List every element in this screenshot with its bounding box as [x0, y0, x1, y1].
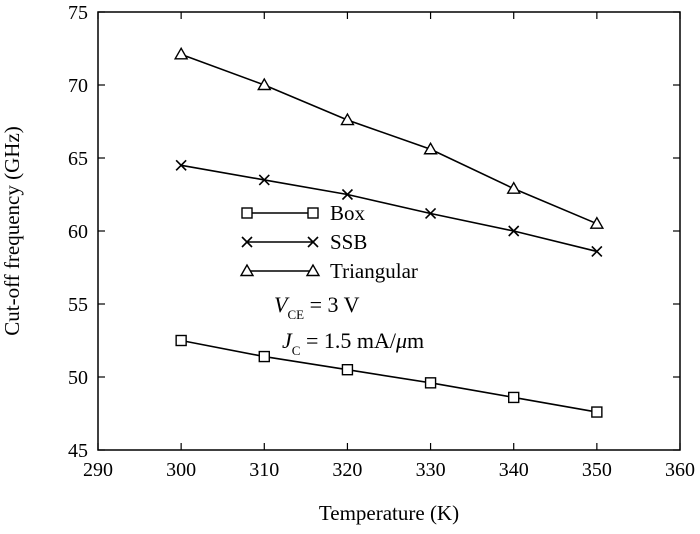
annotation-vce: VCE = 3 V	[274, 292, 360, 322]
data-point-ssb	[341, 188, 353, 201]
x-tick-label: 310	[249, 459, 279, 481]
legend: Box SSB Triangular	[239, 201, 418, 283]
data-point-ssb	[508, 225, 520, 237]
data-point-ssb	[175, 159, 187, 171]
y-tick-label: 60	[68, 221, 88, 243]
data-point-box	[341, 364, 354, 376]
data-point-triangular	[423, 141, 438, 155]
legend-marker-box	[307, 207, 319, 219]
legend-label-ssb: SSB	[330, 230, 367, 254]
x-tick-label: 330	[416, 459, 446, 481]
data-point-triangular	[257, 77, 272, 91]
x-axis-label: Temperature (K)	[319, 501, 459, 525]
series-line-box	[180, 339, 597, 413]
data-point-box	[591, 406, 603, 418]
x-tick-label: 290	[83, 459, 113, 481]
data-point-triangular	[173, 46, 189, 60]
data-point-triangular	[340, 112, 355, 126]
legend-marker-ssb	[241, 236, 253, 248]
y-tick-label: 45	[68, 440, 88, 462]
y-axis-label: Cut-off frequency (GHz)	[0, 126, 24, 336]
data-point-box	[424, 377, 437, 389]
legend-marker-triangular	[305, 263, 321, 277]
data-point-triangular	[589, 216, 605, 229]
y-tick-label: 50	[68, 367, 88, 389]
annotation-jc: JC = 1.5 mA/μm	[282, 328, 424, 358]
data-point-triangular	[506, 181, 521, 194]
legend-label-box: Box	[330, 201, 366, 225]
legend-marker-ssb	[307, 236, 319, 248]
data-point-ssb	[258, 174, 270, 186]
data-point-ssb	[591, 245, 603, 258]
x-tick-label: 320	[332, 459, 362, 481]
plot-frame	[97, 11, 681, 451]
data-point-box	[258, 350, 270, 363]
data-point-box	[508, 391, 520, 404]
x-tick-label: 340	[499, 459, 529, 481]
data-series	[173, 46, 605, 418]
data-point-box	[175, 334, 187, 347]
series-line-ssb	[181, 164, 598, 253]
series-line-triangular	[180, 53, 598, 225]
axis-ticks: 290 300 310 320 330 340 350 360 45 50 55 60 65 70 75	[68, 2, 695, 481]
legend-marker-box	[241, 207, 253, 219]
y-tick-label: 65	[68, 148, 88, 170]
data-point-ssb	[425, 207, 437, 220]
x-tick-label: 360	[665, 459, 695, 481]
y-tick-label: 55	[68, 294, 88, 316]
legend-marker-triangular	[239, 263, 255, 277]
x-tick-label: 300	[166, 459, 196, 481]
y-tick-label: 70	[68, 75, 88, 97]
y-tick-label: 75	[68, 2, 88, 24]
legend-label-triangular: Triangular	[330, 259, 418, 283]
x-tick-label: 350	[582, 459, 612, 481]
